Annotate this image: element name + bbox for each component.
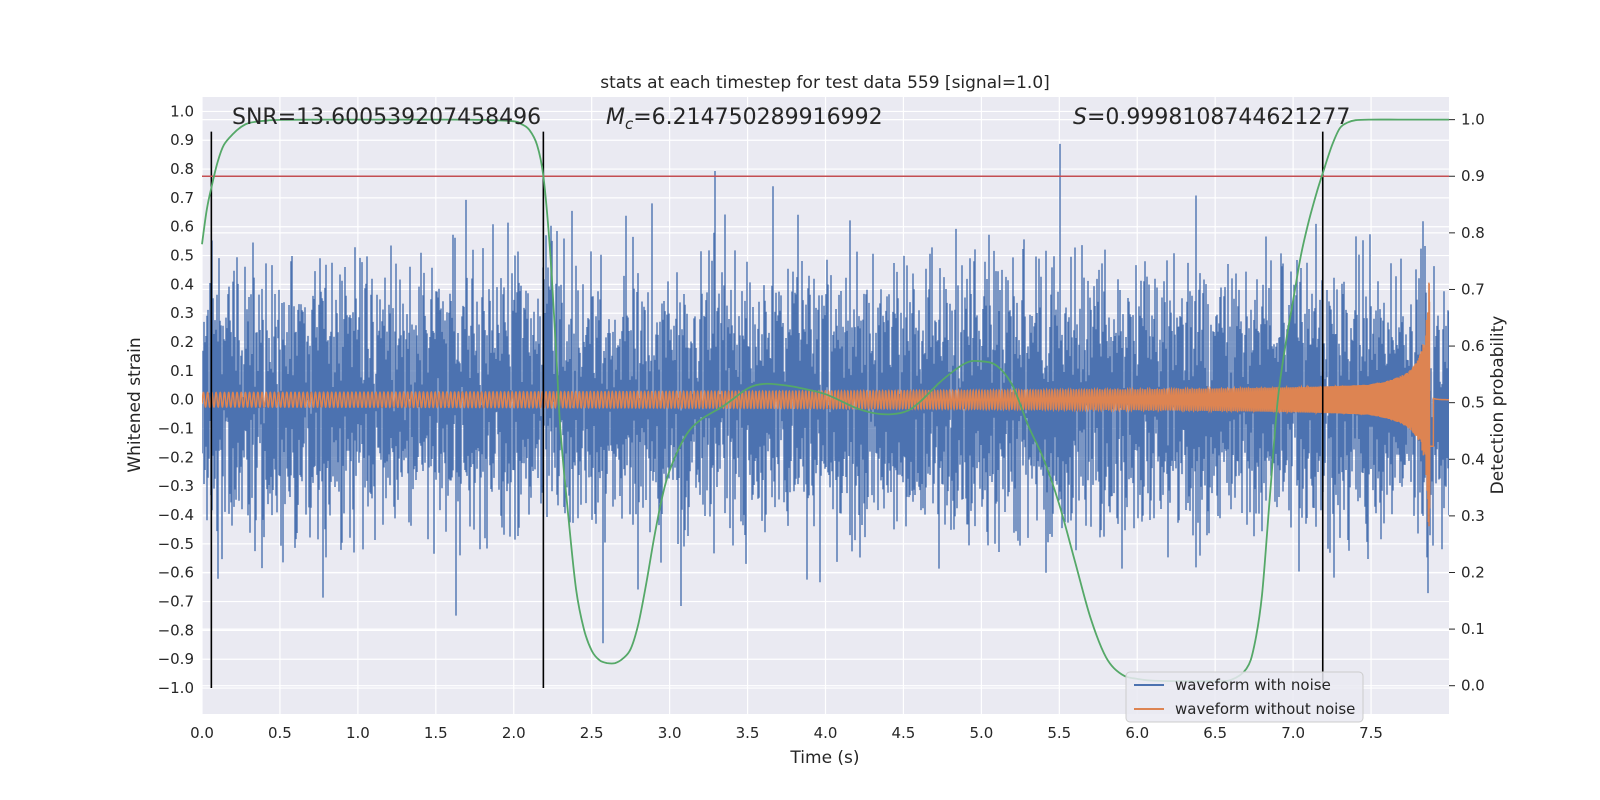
- y2-tick-label: 0.1: [1461, 620, 1485, 638]
- x-tick-label: 7.5: [1359, 724, 1383, 742]
- x-axis-label: Time (s): [789, 748, 859, 768]
- y-tick-label: −0.1: [158, 420, 194, 438]
- y-tick-label: 1.0: [170, 102, 194, 120]
- y-tick-label: 0.3: [170, 304, 194, 322]
- y-tick-label: −0.3: [158, 477, 194, 495]
- series-layer: [202, 143, 1449, 644]
- y-tick-label: 0.5: [170, 247, 194, 265]
- x-tick-label: 7.0: [1281, 724, 1305, 742]
- x-tick-label: 4.0: [814, 724, 838, 742]
- mc-annotation: Mc=6.214750289916992: [606, 105, 883, 133]
- x-tick-label: 0.0: [190, 724, 214, 742]
- x-tick-label: 6.5: [1203, 724, 1227, 742]
- y2-tick-label: 0.6: [1461, 337, 1485, 355]
- y-tick-label: −0.4: [158, 506, 194, 524]
- x-tick-label: 3.5: [736, 724, 760, 742]
- y-tick-label: −0.8: [158, 621, 194, 639]
- x-tick-label: 5.5: [1047, 724, 1071, 742]
- legend-label-clean: waveform without noise: [1175, 700, 1355, 718]
- x-tick-label: 6.0: [1125, 724, 1149, 742]
- y2-tick-label: 1.0: [1461, 111, 1485, 129]
- x-tick-label: 2.5: [580, 724, 604, 742]
- s-annotation: S=0.9998108744621277: [1073, 105, 1350, 130]
- y-tick-label: −0.7: [158, 593, 194, 611]
- s-value: =0.9998108744621277: [1087, 105, 1350, 130]
- y-tick-label: 0.0: [170, 391, 194, 409]
- y-tick-label: 0.4: [170, 275, 194, 293]
- y-tick-label: −0.5: [158, 535, 194, 553]
- y-tick-label: −0.9: [158, 650, 194, 668]
- legend-box: [1125, 671, 1364, 723]
- y2-tick-label: 0.3: [1461, 507, 1485, 525]
- x-tick-label: 4.5: [892, 724, 916, 742]
- chart-title: stats at each timestep for test data 559…: [600, 73, 1050, 93]
- y2-tick-label: 0.4: [1461, 450, 1485, 468]
- ticks: 0.0 0.5 1.0 1.5 2.0 2.5 3.0 3.5 4.0 4.5 5.0 5.5 6.0 6…: [158, 102, 1485, 742]
- mc-subscript: c: [625, 115, 634, 133]
- series-waveform-without-noise: [202, 282, 1449, 527]
- y2-tick-label: 0.5: [1461, 394, 1485, 412]
- y2-tick-label: 0.8: [1461, 224, 1485, 242]
- y2-tick-label: 0.9: [1461, 167, 1485, 185]
- s-symbol: S: [1073, 105, 1087, 130]
- overlay: [201, 118, 1449, 689]
- legend: waveform with noise waveform without noi…: [1125, 671, 1364, 723]
- series-detection-probability: [201, 118, 1449, 683]
- y-axis-label: Whitened strain: [125, 337, 145, 472]
- y-tick-label: 0.1: [170, 362, 194, 380]
- y2-tick-label: 0.7: [1461, 280, 1485, 298]
- y2-axis-label: Detection probability: [1488, 316, 1508, 495]
- snr-annotation: SNR=13.600539207458496: [232, 105, 541, 130]
- y-tick-label: 0.9: [170, 131, 194, 149]
- mc-value: =6.214750289916992: [633, 105, 882, 130]
- y2-tick-label: 0.0: [1461, 677, 1485, 695]
- x-tick-label: 1.0: [346, 724, 370, 742]
- y-tick-label: 0.8: [170, 160, 194, 178]
- y-tick-label: 0.2: [170, 333, 194, 351]
- y-tick-label: −1.0: [158, 679, 194, 697]
- y-tick-label: −0.2: [158, 448, 194, 466]
- y-tick-label: −0.6: [158, 564, 194, 582]
- y-tick-label: 0.7: [170, 189, 194, 207]
- x-tick-label: 5.0: [969, 724, 993, 742]
- x-tick-label: 3.0: [658, 724, 682, 742]
- x-tick-label: 2.0: [502, 724, 526, 742]
- mc-symbol: M: [606, 105, 625, 130]
- legend-label-noise: waveform with noise: [1175, 676, 1331, 694]
- x-tick-label: 1.5: [424, 724, 448, 742]
- y-tick-label: 0.6: [170, 218, 194, 236]
- y2-tick-label: 0.2: [1461, 563, 1485, 581]
- x-tick-label: 0.5: [268, 724, 292, 742]
